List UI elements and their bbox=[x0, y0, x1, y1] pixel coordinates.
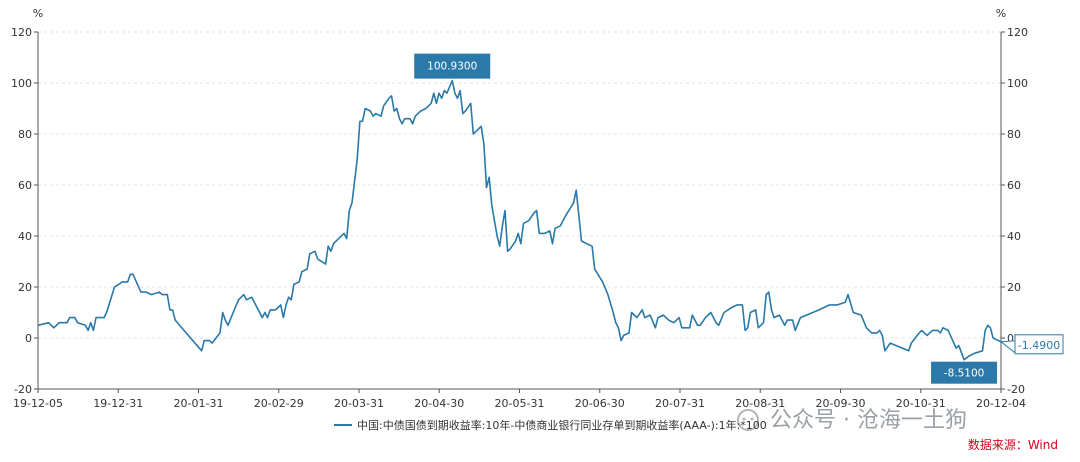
x-tick-label: 20-10-31 bbox=[896, 397, 946, 410]
axes bbox=[37, 32, 1002, 390]
x-tick-label: 20-06-30 bbox=[575, 397, 625, 410]
callouts: 100.9300 -8.5100 -1.4900 bbox=[414, 53, 1064, 384]
callout-last-pointer bbox=[999, 340, 1016, 354]
x-tick-label: 19-12-05 bbox=[13, 397, 63, 410]
y-tick-label-right: 100 bbox=[1007, 77, 1028, 90]
callout-last-box bbox=[1014, 334, 1064, 355]
y-tick-label-left: 60 bbox=[18, 179, 32, 192]
y-tick-label-left: 0 bbox=[25, 332, 32, 345]
y-tick-label-left: 100 bbox=[11, 77, 32, 90]
x-tick-label: 19-12-31 bbox=[93, 397, 143, 410]
source-note: 数据来源：Wind bbox=[968, 437, 1058, 452]
legend: 中国:中债国债到期收益率:10年-中债商业银行同业存单到期收益率(AAA-):1… bbox=[334, 418, 767, 432]
callout-max-box bbox=[414, 53, 491, 79]
y-tick-label-right: 80 bbox=[1007, 128, 1021, 141]
series-line bbox=[37, 79, 1002, 361]
y-tick-label-right: 0 bbox=[1007, 332, 1014, 345]
x-tick-label: 20-07-31 bbox=[655, 397, 705, 410]
y-tick-label-right: 60 bbox=[1007, 179, 1021, 192]
y-axis-right: -20 0 20 40 60 80 100 120 bbox=[1001, 26, 1028, 396]
y-unit-right: % bbox=[996, 7, 1006, 20]
y-tick-label-right: 120 bbox=[1007, 26, 1028, 39]
legend-label: 中国:中债国债到期收益率:10年-中债商业银行同业存单到期收益率(AAA-):1… bbox=[357, 418, 767, 432]
y-tick-label-left: 120 bbox=[11, 26, 32, 39]
y-tick-label-right: -20 bbox=[1007, 383, 1025, 396]
x-tick-label: 20-02-29 bbox=[254, 397, 304, 410]
x-tick-label: 20-12-04 bbox=[976, 397, 1026, 410]
y-tick-label-right: 20 bbox=[1007, 281, 1021, 294]
callout-max-label: 100.9300 bbox=[427, 61, 477, 73]
gridlines bbox=[38, 31, 1001, 390]
y-tick-label-left: 40 bbox=[18, 230, 32, 243]
watermark: 公众号 · 沧海一土狗 bbox=[770, 408, 967, 433]
callout-min-label: -8.5100 bbox=[944, 368, 985, 380]
y-axis-left: -20 0 20 40 60 80 100 120 bbox=[11, 26, 38, 396]
callout-last-label: -1.4900 bbox=[1018, 339, 1060, 352]
x-tick-label: 20-03-31 bbox=[334, 397, 384, 410]
y-tick-label-left: 20 bbox=[18, 281, 32, 294]
watermark-icon bbox=[737, 409, 759, 431]
y-tick-label-left: 80 bbox=[18, 128, 32, 141]
x-tick-label: 20-04-30 bbox=[414, 397, 464, 410]
x-tick-label: 20-08-31 bbox=[735, 397, 785, 410]
callout-min-box bbox=[931, 361, 998, 384]
y-tick-label-left: -20 bbox=[14, 383, 32, 396]
x-axis: 19-12-05 19-12-31 20-01-31 20-02-29 20-03-31… bbox=[13, 389, 1026, 410]
x-tick-label: 20-09-30 bbox=[816, 397, 866, 410]
x-tick-label: 20-01-31 bbox=[174, 397, 224, 410]
y-unit-left: % bbox=[33, 7, 43, 20]
x-tick-label: 20-05-31 bbox=[495, 397, 545, 410]
y-tick-label-right: 40 bbox=[1007, 230, 1021, 243]
